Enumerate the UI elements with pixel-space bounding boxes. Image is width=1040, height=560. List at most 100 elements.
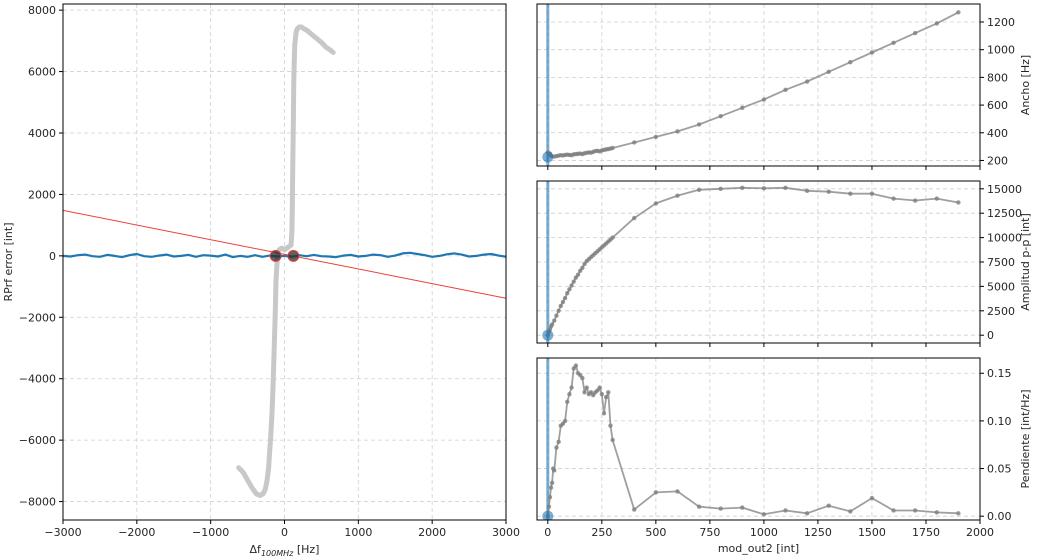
zero-crossing-marker bbox=[287, 249, 300, 262]
left-y-tick-label: −8000 bbox=[19, 496, 56, 509]
left-x-axis-label-unit: [Hz] bbox=[293, 543, 319, 556]
right-x-tick-label: 250 bbox=[591, 526, 612, 539]
sweep-series-point bbox=[573, 363, 579, 368]
right-y-tick-label: 0.00 bbox=[987, 510, 1012, 523]
right-y-tick-label: 0.05 bbox=[987, 463, 1012, 476]
gray-trace-series bbox=[236, 24, 336, 498]
sweep-series-point bbox=[848, 59, 853, 65]
sweep-series-line bbox=[546, 186, 959, 336]
right-x-tick-label: 1250 bbox=[804, 526, 832, 539]
sweep-series-point bbox=[912, 508, 918, 513]
left-x-axis-label: Δf100MHz [Hz] bbox=[250, 543, 320, 558]
sweep-series-point bbox=[610, 235, 615, 240]
sweep-series-point bbox=[740, 105, 745, 111]
sweep-series-point bbox=[956, 200, 961, 205]
sweep-series-point bbox=[606, 390, 611, 395]
sweep-series-point bbox=[675, 489, 680, 494]
right-plot-area-1 bbox=[542, 181, 961, 343]
right-plot-frame-2 bbox=[536, 357, 981, 521]
sweep-series-point bbox=[632, 215, 637, 221]
sweep-series-point bbox=[556, 439, 561, 445]
sweep-series-point bbox=[546, 504, 552, 509]
blue-signal-series bbox=[63, 251, 506, 259]
left-y-tick-label: 4000 bbox=[28, 127, 56, 140]
sweep-series-point bbox=[580, 265, 585, 271]
sweep-series-point bbox=[740, 185, 745, 191]
right-x-tick-label: 1500 bbox=[858, 526, 886, 539]
left-plot-area bbox=[63, 24, 506, 498]
right-y-tick-label: 7500 bbox=[987, 256, 1015, 269]
right-y-tick-label: 5000 bbox=[987, 280, 1015, 293]
sweep-series-point bbox=[956, 511, 961, 516]
left-x-axis-label-sub: 100MHz bbox=[261, 549, 294, 558]
right-y-tick-label: 1000 bbox=[987, 44, 1015, 57]
right-x-axis-label: mod_out2 [int] bbox=[718, 542, 799, 555]
sweep-series-point bbox=[718, 506, 723, 511]
sweep-series-point bbox=[584, 385, 589, 390]
sweep-series-point bbox=[560, 299, 566, 305]
left-y-tick-label: −2000 bbox=[19, 311, 56, 324]
sweep-series-point bbox=[608, 423, 613, 428]
sweep-series-point bbox=[599, 392, 605, 397]
zero-crossing-marker bbox=[269, 249, 282, 262]
left-x-tick-label: −3000 bbox=[44, 526, 81, 539]
left-x-tick-label: −1000 bbox=[192, 526, 229, 539]
left-x-tick-label: 0 bbox=[281, 526, 288, 539]
right-y-axis-label: Pendiente [int/Hz] bbox=[1019, 389, 1032, 488]
sweep-series-point bbox=[549, 322, 555, 327]
left-x-axis-label-main: Δf bbox=[250, 543, 263, 556]
left-y-tick-label: 0 bbox=[49, 250, 56, 263]
right-y-tick-label: 10000 bbox=[987, 232, 1022, 245]
sweep-series-point bbox=[597, 385, 602, 390]
sweep-series-point bbox=[783, 87, 788, 93]
sweep-series-point bbox=[562, 295, 568, 301]
sweep-series-point bbox=[696, 187, 702, 192]
current-value-marker bbox=[542, 510, 554, 520]
sweep-series-point bbox=[912, 30, 918, 36]
sweep-series-line bbox=[546, 11, 959, 158]
right-y-tick-label: 200 bbox=[987, 154, 1008, 167]
sweep-series-point bbox=[548, 485, 554, 490]
sweep-series-point bbox=[804, 511, 810, 516]
sweep-series-point bbox=[869, 191, 875, 196]
sweep-series-point bbox=[653, 490, 659, 495]
sweep-series-point bbox=[783, 508, 788, 513]
sweep-series-point bbox=[848, 509, 853, 514]
right-y-tick-label: 1200 bbox=[987, 16, 1015, 29]
sweep-series-point bbox=[718, 186, 723, 192]
sweep-series-point bbox=[552, 468, 557, 473]
right-x-tick-label: 0 bbox=[544, 526, 551, 539]
right-x-tick-label: 1000 bbox=[750, 526, 778, 539]
sweep-series-point bbox=[934, 510, 939, 515]
left-y-tick-label: 2000 bbox=[28, 188, 56, 201]
sweep-series-point bbox=[565, 399, 570, 405]
right-y-axis-label: Amplitud p-p [int] bbox=[1019, 213, 1032, 310]
sweep-series-point bbox=[580, 375, 585, 381]
left-y-tick-label: −4000 bbox=[19, 373, 56, 386]
sweep-series-point bbox=[934, 196, 939, 201]
sweep-series-point bbox=[891, 196, 896, 201]
sweep-series-point bbox=[632, 507, 637, 512]
red-fit-line bbox=[63, 209, 506, 299]
sweep-series-point bbox=[562, 418, 568, 424]
sweep-series-point bbox=[653, 134, 659, 140]
right-y-tick-label: 0.10 bbox=[987, 415, 1012, 428]
sweep-series-point bbox=[554, 313, 559, 318]
sweep-series-point bbox=[891, 40, 896, 45]
left-y-axis-label: RPrf error [int] bbox=[2, 222, 15, 301]
right-y-tick-label: 800 bbox=[987, 71, 1008, 84]
sweep-series-point bbox=[632, 140, 637, 145]
current-value-marker bbox=[542, 151, 554, 163]
right-plot-frame-0 bbox=[536, 3, 981, 167]
right-x-tick-label: 750 bbox=[699, 526, 720, 539]
sweep-series-point bbox=[675, 193, 680, 198]
left-y-tick-label: 8000 bbox=[28, 4, 56, 17]
sweep-series-point bbox=[804, 79, 810, 84]
sweep-series-point bbox=[575, 272, 581, 277]
sweep-series-point bbox=[869, 50, 875, 55]
sweep-series-point bbox=[558, 303, 563, 309]
right-x-tick-label: 500 bbox=[645, 526, 666, 539]
sweep-series-point bbox=[549, 480, 555, 486]
left-x-tick-label: −2000 bbox=[118, 526, 155, 539]
sweep-series-point bbox=[848, 191, 853, 196]
